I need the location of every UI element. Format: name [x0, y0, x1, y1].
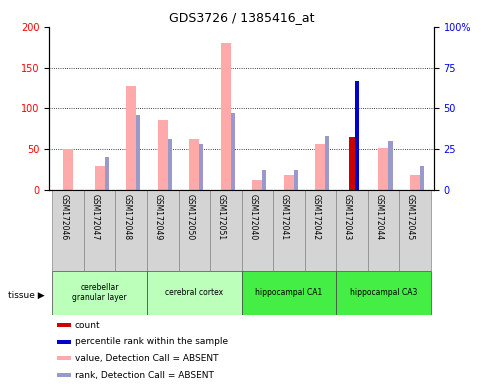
Bar [349, 137, 354, 190]
Text: count: count [74, 321, 100, 330]
Bar [252, 180, 262, 190]
Bar [105, 157, 109, 190]
Bar [378, 148, 388, 190]
Text: hippocampal CA3: hippocampal CA3 [350, 288, 417, 297]
Bar [210, 190, 242, 271]
Text: GSM172044: GSM172044 [374, 194, 384, 240]
Bar [420, 166, 424, 190]
Bar [399, 190, 431, 271]
Bar [147, 271, 242, 315]
Bar [221, 43, 231, 190]
Text: GSM172042: GSM172042 [312, 194, 320, 240]
Text: tissue ▶: tissue ▶ [8, 291, 44, 300]
Text: GSM172049: GSM172049 [154, 194, 163, 240]
Bar [84, 190, 115, 271]
Bar [199, 144, 204, 190]
Bar [189, 139, 199, 190]
Bar [242, 271, 336, 315]
Bar [168, 139, 172, 190]
Title: GDS3726 / 1385416_at: GDS3726 / 1385416_at [169, 11, 315, 24]
Bar [115, 190, 147, 271]
Bar [284, 175, 294, 190]
Text: GSM172050: GSM172050 [185, 194, 194, 240]
Bar [57, 323, 71, 327]
Bar [57, 373, 71, 377]
Bar [368, 190, 399, 271]
Text: GSM172040: GSM172040 [248, 194, 257, 240]
Text: GSM172047: GSM172047 [91, 194, 100, 240]
Bar [158, 120, 168, 190]
Text: cerebral cortex: cerebral cortex [165, 288, 223, 297]
Bar [52, 190, 84, 271]
Bar [305, 190, 336, 271]
Bar [231, 113, 235, 190]
Bar [410, 175, 420, 190]
Bar [336, 271, 431, 315]
Bar [57, 356, 71, 361]
Text: GSM172045: GSM172045 [406, 194, 415, 240]
Bar [388, 141, 392, 190]
Text: GSM172041: GSM172041 [280, 194, 289, 240]
Bar [95, 166, 105, 190]
Bar [294, 170, 298, 190]
Bar [316, 144, 325, 190]
Bar [178, 190, 210, 271]
Text: GSM172043: GSM172043 [343, 194, 352, 240]
Bar [147, 190, 178, 271]
Bar [355, 81, 359, 190]
Bar [242, 190, 273, 271]
Text: percentile rank within the sample: percentile rank within the sample [74, 337, 228, 346]
Bar [262, 170, 266, 190]
Bar [57, 340, 71, 344]
Bar [136, 115, 141, 190]
Text: value, Detection Call = ABSENT: value, Detection Call = ABSENT [74, 354, 218, 363]
Bar [325, 136, 329, 190]
Bar [52, 271, 147, 315]
Text: hippocampal CA1: hippocampal CA1 [255, 288, 322, 297]
Text: cerebellar
granular layer: cerebellar granular layer [72, 283, 127, 303]
Text: rank, Detection Call = ABSENT: rank, Detection Call = ABSENT [74, 371, 213, 379]
Bar [63, 149, 73, 190]
Text: GSM172048: GSM172048 [122, 194, 131, 240]
Bar [273, 190, 305, 271]
Bar [336, 190, 368, 271]
Text: GSM172051: GSM172051 [217, 194, 226, 240]
Text: GSM172046: GSM172046 [59, 194, 68, 240]
Bar [126, 86, 136, 190]
